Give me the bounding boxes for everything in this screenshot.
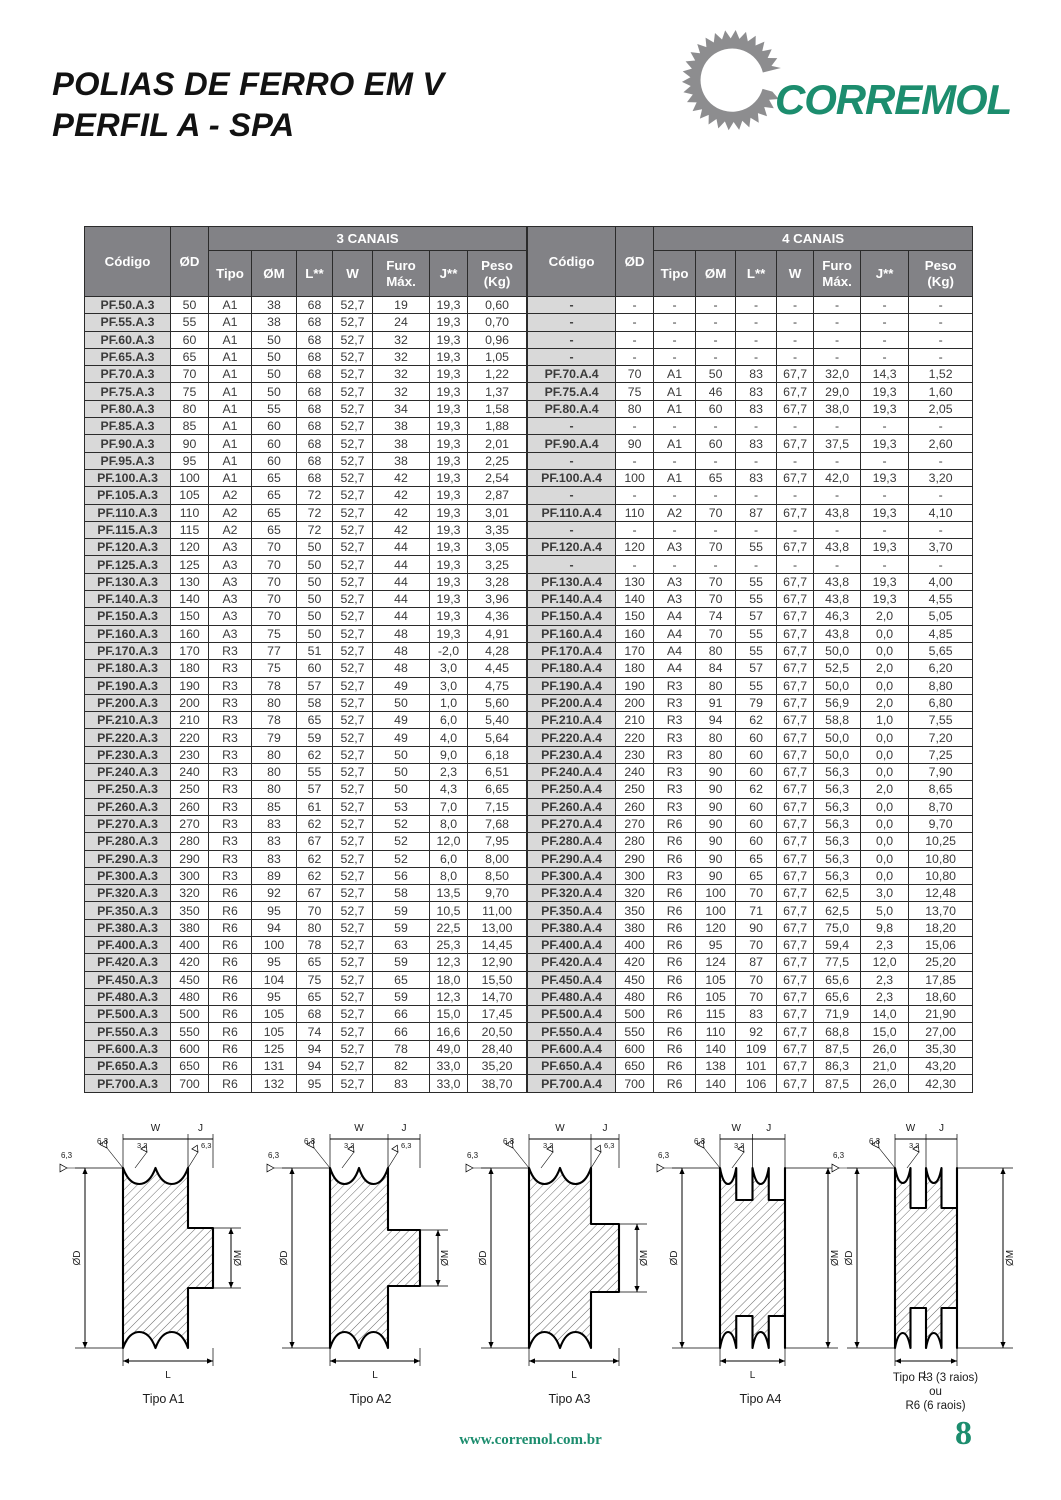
svg-text:6,3: 6,3: [61, 1151, 73, 1160]
svg-text:ØD: ØD: [844, 1251, 855, 1266]
svg-text:6,3: 6,3: [97, 1137, 109, 1146]
svg-text:J: J: [939, 1123, 944, 1134]
svg-text:3,2: 3,2: [909, 1141, 919, 1150]
svg-text:Tipo A3: Tipo A3: [548, 1392, 590, 1406]
svg-text:J: J: [766, 1123, 771, 1134]
svg-text:3,2: 3,2: [734, 1141, 744, 1150]
svg-text:ØM: ØM: [440, 1250, 451, 1266]
svg-text:W: W: [905, 1123, 915, 1134]
svg-text:ou: ou: [929, 1386, 942, 1398]
svg-text:L: L: [372, 1370, 378, 1381]
svg-text:L: L: [165, 1370, 171, 1381]
svg-text:6,3: 6,3: [694, 1137, 706, 1146]
svg-text:6,3: 6,3: [503, 1137, 515, 1146]
svg-text:L: L: [749, 1370, 755, 1381]
svg-text:6,3: 6,3: [658, 1151, 670, 1160]
svg-text:Tipo A2: Tipo A2: [349, 1392, 391, 1406]
svg-text:ØD: ØD: [478, 1251, 489, 1266]
svg-text:J: J: [198, 1123, 203, 1134]
svg-text:Tipo A1: Tipo A1: [143, 1392, 185, 1406]
svg-text:ØD: ØD: [669, 1251, 680, 1266]
svg-text:6,3: 6,3: [604, 1141, 614, 1150]
svg-text:3,2: 3,2: [543, 1141, 553, 1150]
svg-text:3,2: 3,2: [344, 1141, 354, 1150]
svg-text:6,3: 6,3: [268, 1151, 280, 1160]
svg-text:J: J: [401, 1123, 406, 1134]
svg-text:ØD: ØD: [279, 1251, 290, 1266]
svg-text:ØD: ØD: [72, 1251, 83, 1266]
svg-text:6,3: 6,3: [869, 1137, 881, 1146]
svg-text:CORREMOL: CORREMOL: [775, 76, 1011, 123]
svg-text:6,3: 6,3: [401, 1141, 411, 1150]
svg-text:L: L: [571, 1370, 577, 1381]
svg-text:J: J: [602, 1123, 607, 1134]
svg-text:W: W: [151, 1123, 161, 1134]
svg-text:Tipo A4: Tipo A4: [739, 1392, 781, 1406]
svg-text:6,3: 6,3: [833, 1151, 845, 1160]
svg-text:Tipo R3 (3 raios): Tipo R3 (3 raios): [892, 1372, 977, 1384]
svg-text:W: W: [731, 1123, 741, 1134]
svg-text:3,2: 3,2: [137, 1141, 147, 1150]
svg-text:ØM: ØM: [1005, 1250, 1016, 1266]
svg-text:W: W: [555, 1123, 565, 1134]
svg-text:W: W: [354, 1123, 364, 1134]
svg-text:6,3: 6,3: [467, 1151, 479, 1160]
svg-text:6,3: 6,3: [201, 1141, 211, 1150]
svg-text:R6 (6 raois): R6 (6 raois): [905, 1400, 965, 1412]
svg-text:ØM: ØM: [233, 1250, 244, 1266]
svg-text:6,3: 6,3: [304, 1137, 316, 1146]
